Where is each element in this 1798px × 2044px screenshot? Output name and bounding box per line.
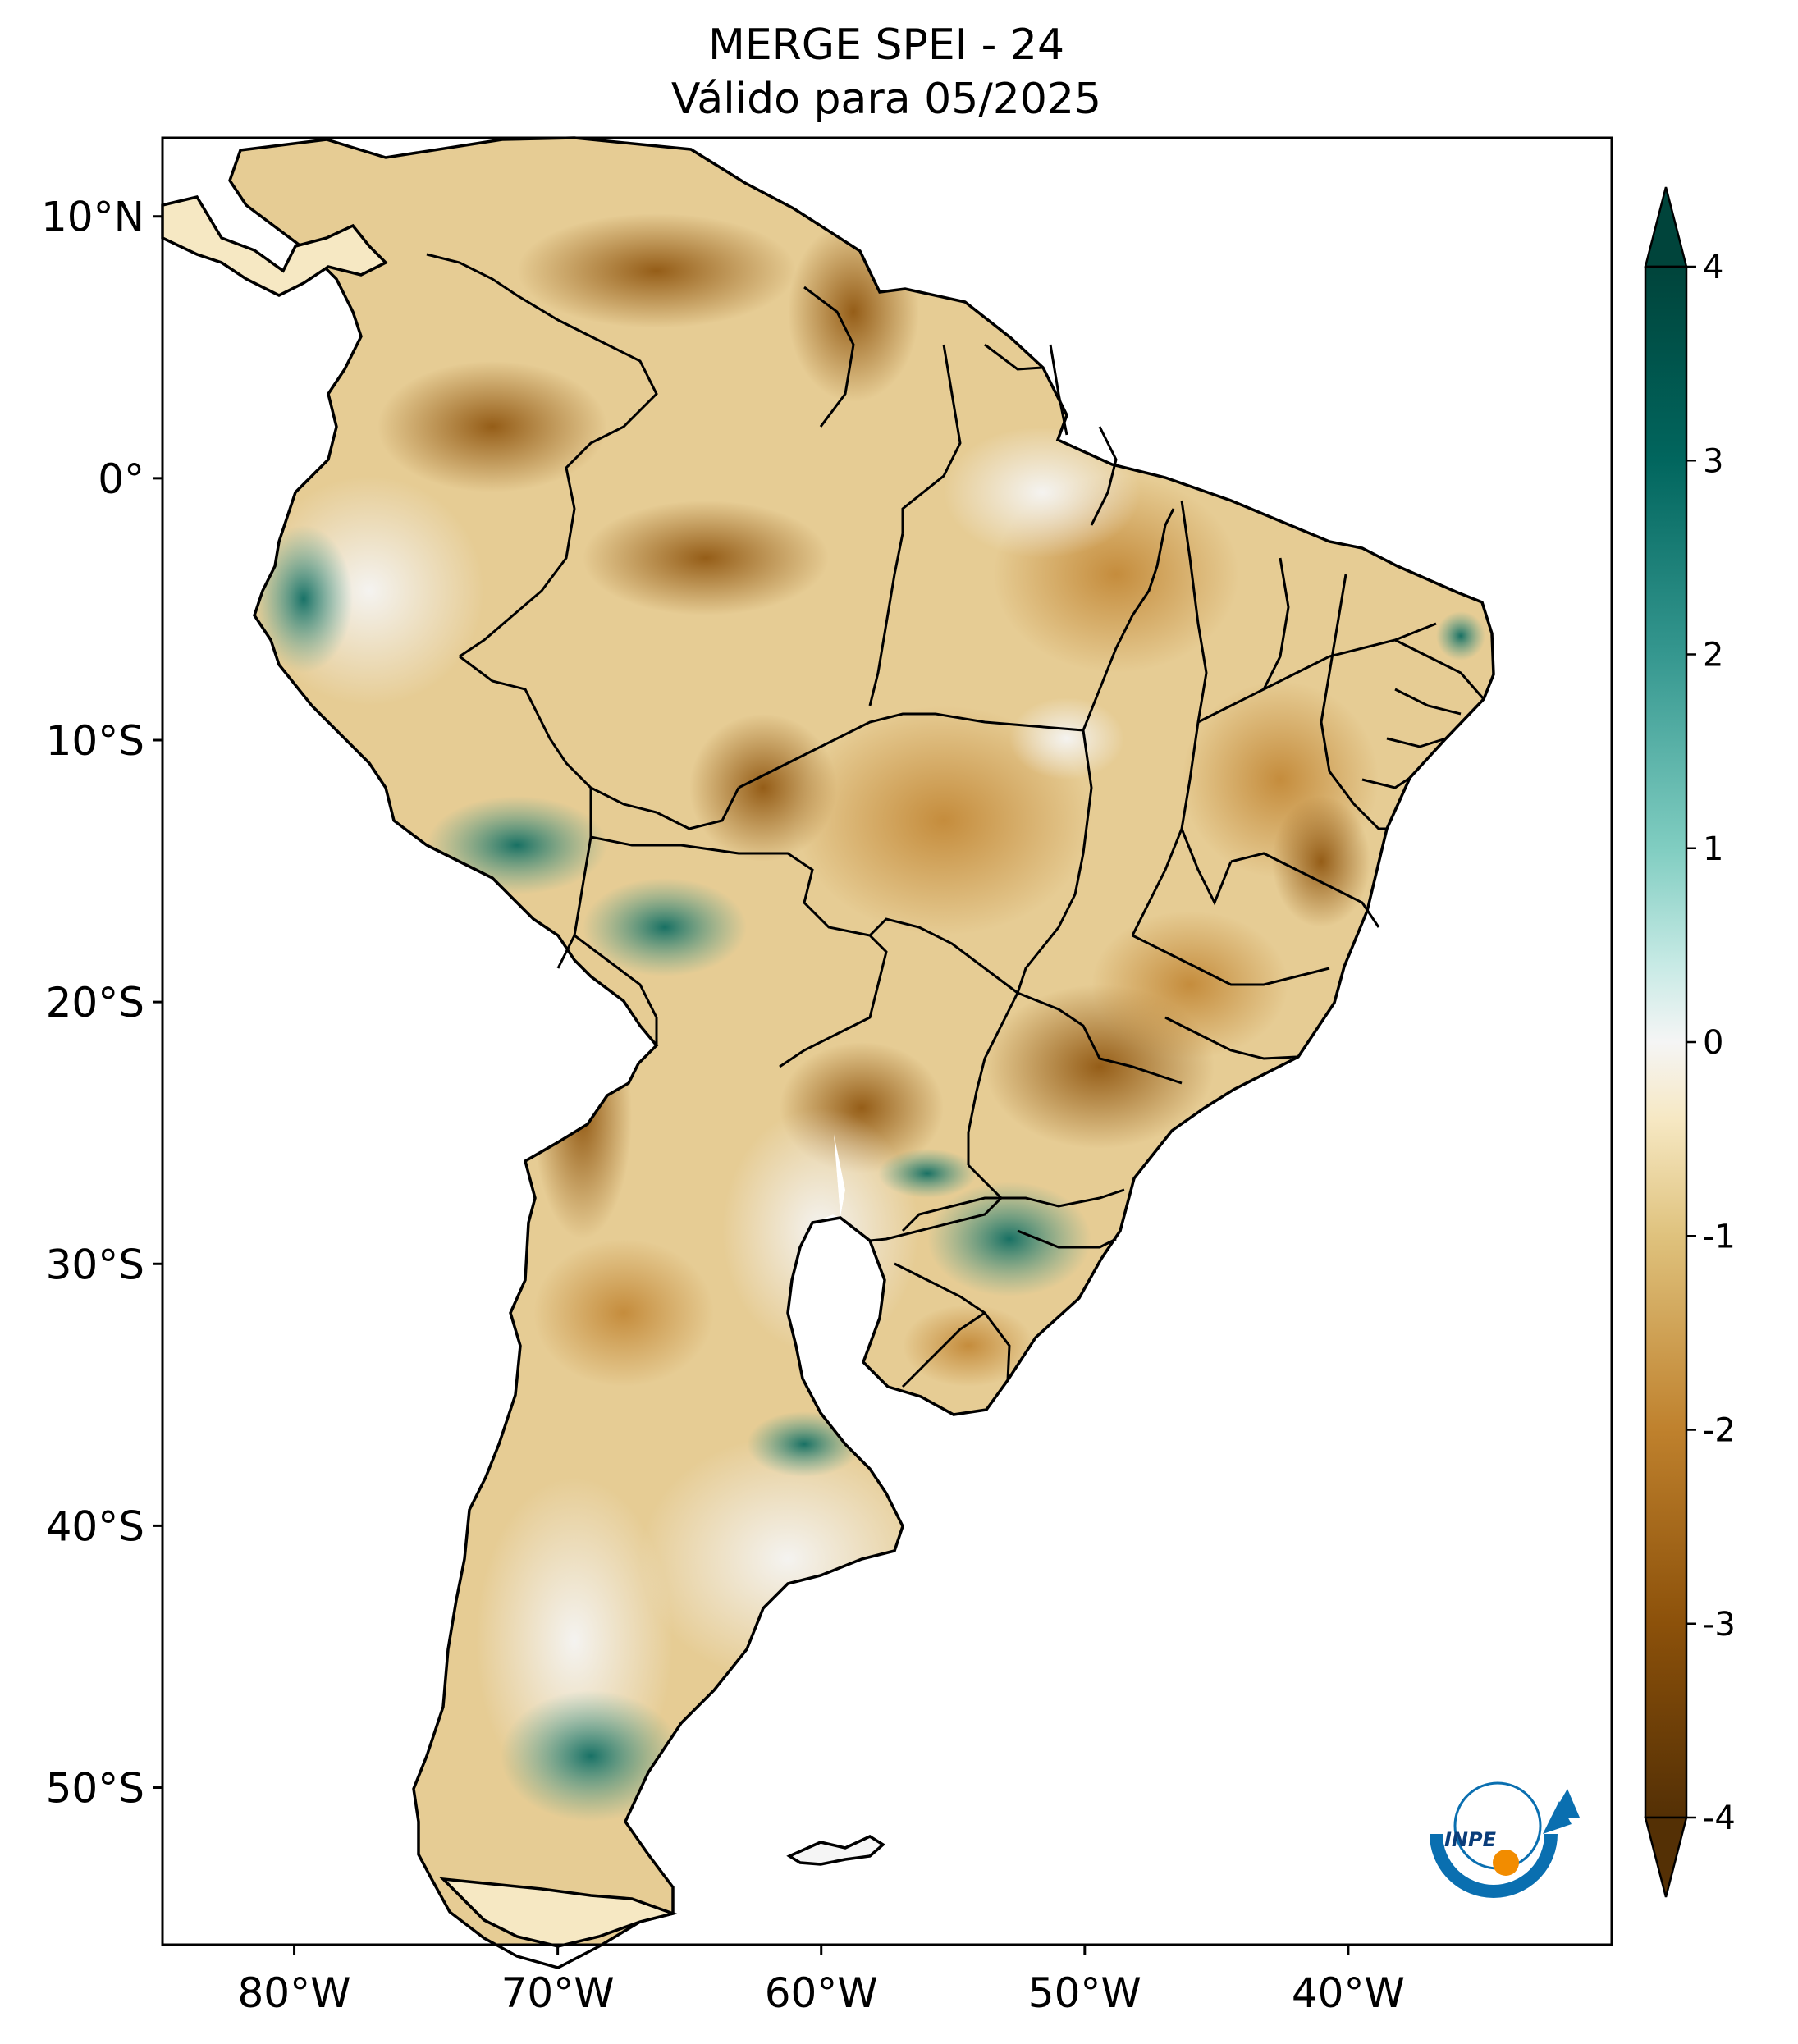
lat-tick-label: 0° — [98, 455, 144, 503]
colorbar-ticks: 4 3 2 1 0 -1 -2 -3 -4 — [1686, 249, 1736, 1837]
colorbar-tick-label: -4 — [1703, 1799, 1736, 1837]
colorbar-tick-label: 4 — [1703, 249, 1723, 286]
colorbar-tick-label: -1 — [1703, 1218, 1736, 1255]
title-line-1: MERGE SPEI - 24 — [707, 21, 1065, 70]
falklands-outline — [786, 1835, 885, 1866]
lat-tick-label: 10°N — [41, 194, 144, 241]
lon-tick-label: 60°W — [765, 1969, 878, 2017]
colorbar: 4 3 2 1 0 -1 -2 -3 -4 — [1644, 186, 1736, 1898]
lat-tick-label: 40°S — [46, 1502, 144, 1550]
colorbar-tick-label: 2 — [1703, 637, 1723, 674]
colorbar-extend-bottom — [1644, 1816, 1688, 1898]
lon-tick-label: 70°W — [501, 1969, 615, 2017]
colorbar-tick-label: -3 — [1703, 1606, 1736, 1644]
colorbar-extend-top — [1644, 186, 1688, 268]
map-frame — [161, 136, 1613, 1946]
lon-tick-label: 40°W — [1292, 1969, 1405, 2017]
latitude-axis: 10°N 0° 10°S 20°S 30°S 40°S 50°S — [41, 194, 162, 1813]
coastline — [228, 136, 1495, 1969]
title-line-2: Válido para 05/2025 — [670, 75, 1102, 124]
colorbar-body — [1644, 265, 1688, 1819]
inpe-logo: INPE — [1430, 1781, 1580, 1898]
lat-tick-label: 20°S — [46, 979, 144, 1027]
colorbar-tick-label: -2 — [1703, 1412, 1736, 1450]
central-america-outline — [161, 195, 388, 297]
map-title: MERGE SPEI - 24 Válido para 05/2025 — [0, 18, 1773, 126]
colorbar-tick-label: 1 — [1703, 830, 1723, 868]
tierra-del-fuego-outline — [439, 1877, 679, 1948]
lon-tick-label: 50°W — [1028, 1969, 1141, 2017]
logo-text: INPE — [1444, 1828, 1497, 1851]
country-borders — [426, 253, 1485, 1388]
colorbar-tick-label: 3 — [1703, 442, 1723, 480]
longitude-axis: 80°W 70°W 60°W 50°W 40°W — [238, 1945, 1405, 2017]
lat-tick-label: 10°S — [46, 717, 144, 765]
colorbar-tick-label: 0 — [1703, 1024, 1723, 1062]
lon-tick-label: 80°W — [238, 1969, 351, 2017]
lat-tick-label: 30°S — [46, 1241, 144, 1288]
lat-tick-label: 50°S — [46, 1765, 144, 1813]
